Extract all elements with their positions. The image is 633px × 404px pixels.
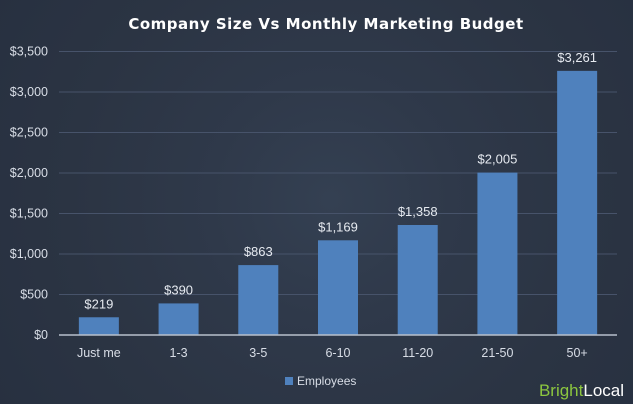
legend-label: Employees [297,374,356,388]
data-label: $390 [164,282,193,297]
bar [318,240,358,335]
data-label: $3,261 [557,50,597,65]
y-tick-label: $3,500 [10,45,48,59]
chart-title: Company Size Vs Monthly Marketing Budget [128,15,523,33]
legend-swatch [285,377,293,385]
y-tick-label: $1,000 [10,247,48,261]
y-tick-label: $0 [34,328,48,342]
data-label: $1,169 [318,219,358,234]
bar [238,265,279,335]
data-label: $1,358 [398,204,438,219]
x-tick-label: 50+ [567,346,588,360]
y-tick-label: $3,000 [10,85,48,99]
x-tick-label: 1-3 [170,346,188,360]
x-tick-label: 3-5 [249,346,267,360]
y-tick-label: $1,500 [10,207,48,221]
y-tick-label: $2,500 [10,126,48,140]
x-tick-label: Just me [77,346,121,360]
x-tick-label: 6-10 [325,346,350,360]
bar [397,225,438,335]
x-tick-label: 11-20 [402,346,433,360]
x-tick-label: 21-50 [481,346,513,360]
legend: Employees [285,374,356,388]
y-tick-label: $2,000 [10,166,48,180]
bar [557,70,598,335]
bar [78,317,119,335]
data-label: $219 [84,296,113,311]
brightlocal-logo: BrightLocal [539,381,624,400]
y-tick-label: $500 [20,288,48,302]
bar [158,303,199,335]
data-label: $863 [244,244,273,259]
bar [477,172,518,335]
data-label: $2,005 [478,152,518,167]
